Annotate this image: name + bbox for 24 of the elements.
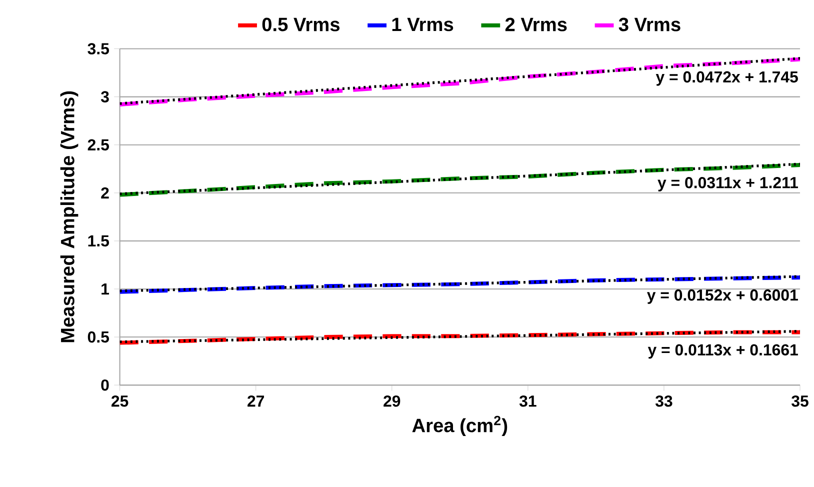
y-axis-title: Measured Amplitude (Vrms)	[60, 91, 78, 342]
legend-label: 3 Vrms	[618, 18, 680, 32]
y-tick-label: 2	[101, 187, 109, 198]
legend-label: 2 Vrms	[505, 18, 567, 32]
annotation: y = 0.0472x + 1.745	[656, 71, 798, 86]
x-tick-label: 35	[792, 395, 808, 407]
x-tick-label: 29	[384, 395, 400, 407]
y-tick-label: 1	[102, 283, 109, 294]
annotation: y = 0.0152x + 0.6001	[647, 289, 798, 304]
annotation: y = 0.0113x + 0.1661	[648, 344, 798, 359]
y-tick-label: 2.5	[88, 139, 109, 150]
legend-label: 0.5 Vrms	[262, 18, 340, 32]
annotation: y = 0.0311x + 1.211	[658, 176, 798, 192]
y-tick-label: 3	[100, 91, 109, 102]
x-tick-label: 31	[519, 395, 536, 407]
x-axis-title: Area (cm$^{2}$)	[412, 416, 508, 436]
y-tick-label: 0	[101, 379, 109, 391]
y-tick-label: 0.5	[88, 331, 109, 343]
x-tick-label: 33	[655, 395, 672, 407]
x-tick-label: 27	[248, 395, 264, 407]
legend-label: 1 Vrms	[392, 18, 454, 32]
x-tick-label: 25	[112, 395, 128, 407]
y-tick-label: 3.5	[88, 43, 109, 54]
y-tick-label: 1.5	[88, 235, 109, 246]
